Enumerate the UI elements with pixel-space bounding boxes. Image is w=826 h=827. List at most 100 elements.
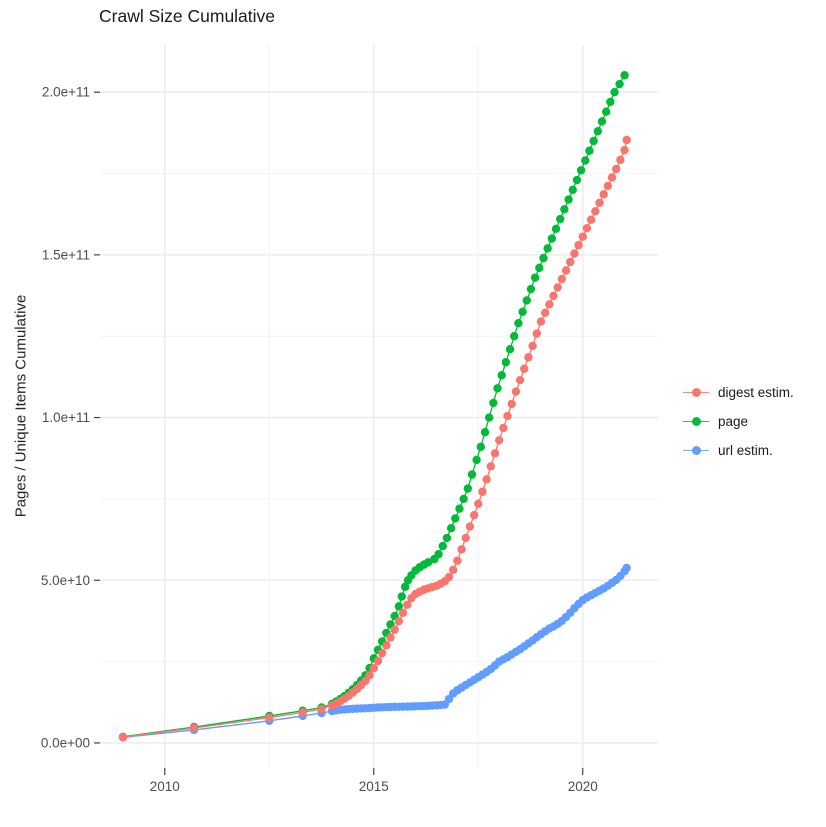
x-tick-label: 2020 [568, 779, 598, 794]
series-point-digest-estim- [586, 215, 596, 224]
series-point-digest-estim- [515, 375, 525, 385]
series-point-page [514, 319, 523, 328]
series-point-digest-estim- [490, 449, 500, 458]
chart-title: Crawl Size Cumulative [99, 6, 276, 26]
series-point-digest-estim- [482, 475, 491, 484]
series-point-page [615, 79, 624, 89]
series-point-digest-estim- [398, 608, 408, 617]
series-point-digest-estim- [265, 713, 274, 722]
y-tick-label: 2.0e+11 [42, 85, 90, 100]
series-point-page [606, 97, 615, 107]
series-point-page [463, 484, 473, 493]
y-tick-label: 0.0e+00 [41, 735, 90, 750]
series-point-page [451, 514, 460, 523]
series-point-digest-estim- [582, 223, 592, 233]
series-point-digest-estim- [503, 411, 512, 421]
legend-label-url: url estim. [718, 443, 773, 458]
series-point-page [467, 470, 477, 479]
y-tick-label: 1.0e+11 [42, 410, 90, 425]
series-point-digest-estim- [524, 353, 533, 362]
series-point-page [442, 533, 452, 543]
series-point-page [501, 358, 511, 367]
series-point-digest-estim- [298, 708, 307, 717]
series-point-page [397, 592, 406, 601]
series-point-digest-estim- [478, 487, 487, 496]
series-point-page [593, 127, 603, 136]
series-point-page [526, 284, 536, 294]
series-point-digest-estim- [486, 462, 496, 471]
series-point-digest-estim- [403, 600, 412, 609]
series-point-digest-estim- [469, 510, 479, 520]
series-point-digest-estim- [549, 291, 558, 301]
series-point-digest-estim- [507, 399, 516, 409]
series-point-digest-estim- [499, 423, 508, 433]
series-point-digest-estim- [377, 648, 387, 658]
series-point-page [555, 214, 565, 224]
series-point-page [476, 442, 485, 452]
legend-item-page: page [683, 407, 794, 436]
series-point-page [543, 244, 552, 253]
series-point-digest-estim- [453, 556, 462, 565]
series-point-page [446, 523, 456, 533]
series-point-page [547, 234, 557, 243]
series-point-digest-estim- [511, 387, 521, 396]
series-point-digest-estim- [574, 240, 583, 250]
series-point-digest-estim- [373, 656, 383, 666]
series-point-digest-estim- [557, 274, 567, 284]
series-point-digest-estim- [520, 364, 529, 373]
series-point-digest-estim- [386, 633, 395, 642]
legend: digest estim. page url estim. [683, 378, 794, 465]
series-point-page [568, 185, 577, 194]
series-point-page [455, 504, 464, 513]
series-point-digest-estim- [536, 317, 546, 326]
series-point-page [530, 273, 540, 282]
series-point-digest-estim- [465, 522, 475, 531]
legend-key-digest-icon [683, 384, 709, 402]
series-point-digest-estim- [365, 671, 374, 680]
series-point-page [510, 332, 519, 341]
legend-item-digest: digest estim. [683, 378, 794, 407]
series-point-page [480, 428, 490, 437]
series-point-digest-estim- [595, 198, 604, 208]
series-point-page [620, 71, 629, 80]
series-point-page [535, 263, 544, 273]
series-point-page [438, 541, 447, 551]
series-point-page [560, 205, 569, 214]
y-tick-label: 1.5e+11 [42, 247, 90, 262]
legend-key-url-icon [683, 442, 709, 460]
series-point-page [522, 296, 531, 305]
series-point-digest-estim- [561, 266, 571, 275]
series-point-page [581, 156, 590, 165]
series-point-digest-estim- [612, 164, 621, 174]
series-point-page [489, 398, 498, 408]
series-point-digest-estim- [591, 207, 600, 216]
series-point-page [539, 253, 548, 263]
series-point-digest-estim- [540, 308, 550, 317]
series-point-digest-estim- [566, 257, 575, 267]
series-point-page [472, 455, 481, 465]
series-point-digest-estim- [616, 155, 625, 165]
series-point-page [400, 582, 410, 591]
series-point-digest-estim- [494, 436, 504, 445]
x-tick-label: 2015 [359, 779, 389, 794]
legend-item-url: url estim. [683, 436, 794, 465]
series-point-page [551, 224, 561, 234]
series-point-page [576, 166, 586, 175]
legend-label-page: page [718, 414, 749, 429]
series-point-digest-estim- [369, 663, 378, 673]
series-point-digest-estim- [317, 704, 326, 714]
series-point-page [484, 413, 494, 422]
series-point-digest-estim- [457, 545, 466, 554]
series-point-digest-estim- [532, 329, 541, 338]
series-point-page [585, 146, 594, 155]
series-point-page [589, 136, 598, 146]
series-point-digest-estim- [474, 499, 483, 508]
series-point-digest-estim- [620, 145, 629, 155]
series-point-page [493, 384, 502, 393]
series-point-page [572, 175, 582, 185]
series-point-digest-estim- [578, 232, 587, 241]
series-point-page [601, 107, 611, 116]
series-point-page [497, 371, 506, 380]
